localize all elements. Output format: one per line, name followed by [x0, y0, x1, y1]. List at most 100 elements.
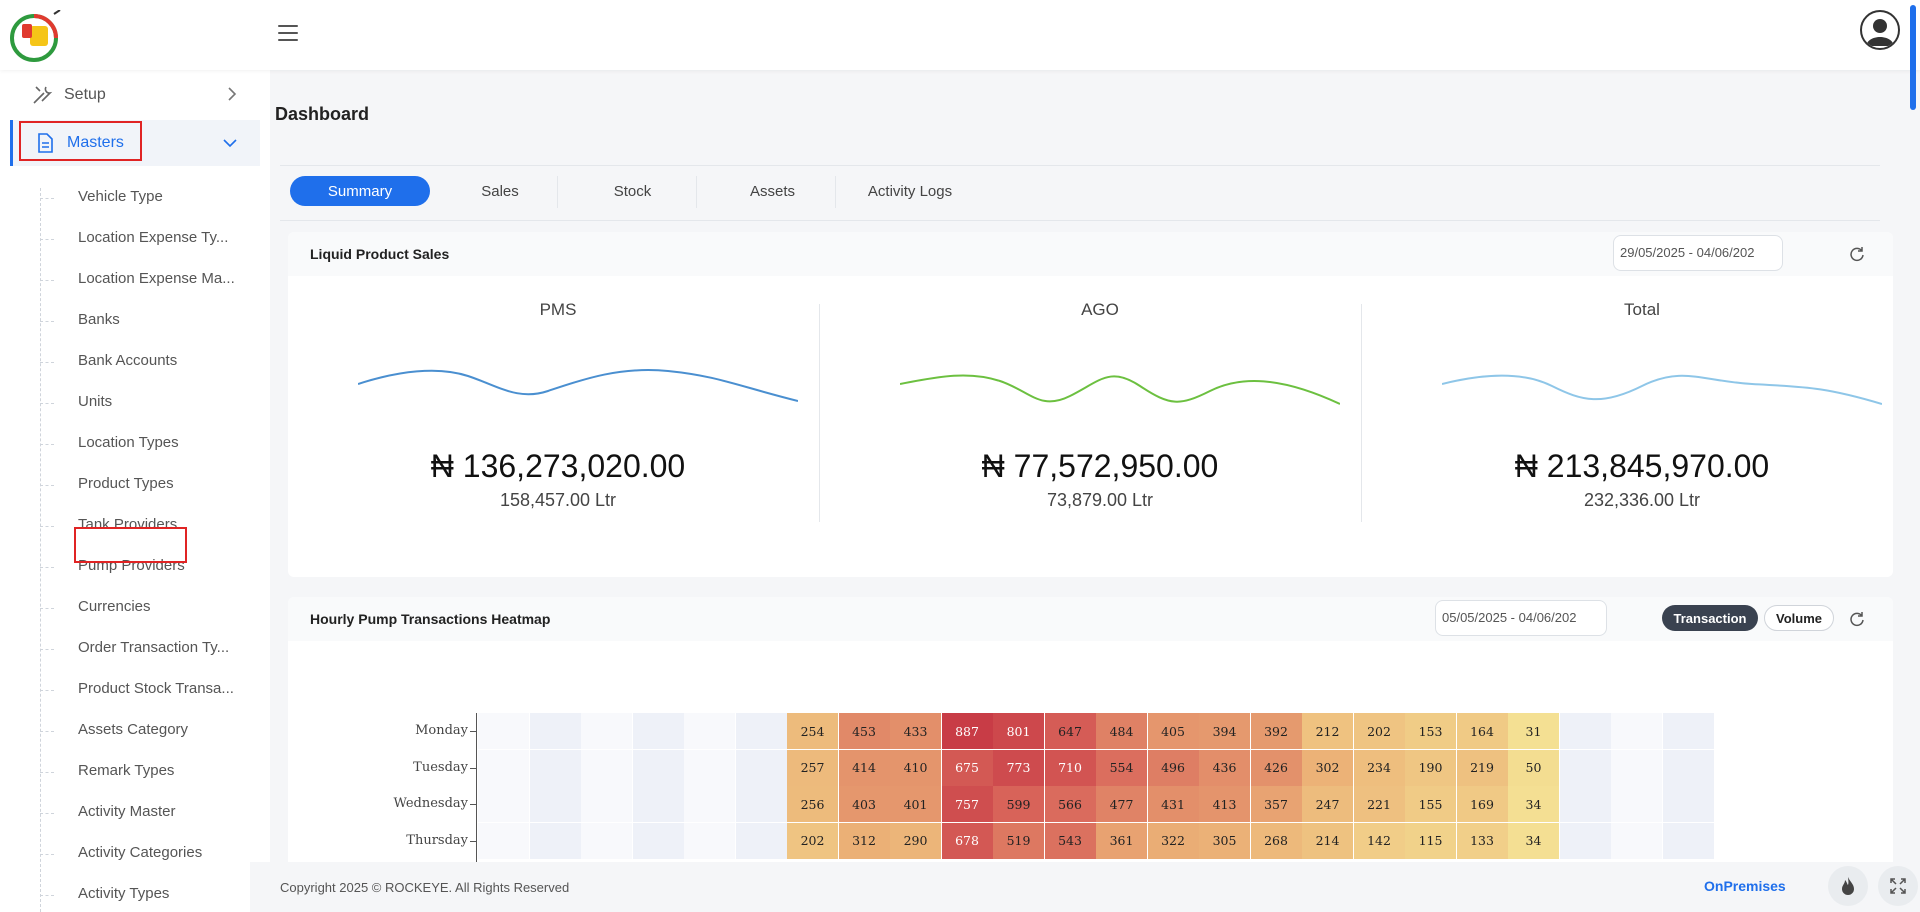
heatmap-cell: 257 — [787, 749, 838, 786]
heatmap-cell: 305 — [1199, 822, 1250, 859]
sidebar-subitem[interactable]: Location Expense Ty... — [78, 229, 229, 246]
sidebar-subitem[interactable]: Location Types — [78, 434, 179, 451]
metric-ago: AGO ₦ 77,572,950.00 73,879.00 Ltr — [830, 276, 1370, 516]
heatmap-cell: 133 — [1456, 822, 1508, 859]
hamburger-menu-icon[interactable] — [278, 25, 298, 41]
sidebar-item-setup[interactable]: Setup — [10, 72, 260, 118]
heatmap-cell: 302 — [1302, 749, 1353, 786]
page-scrollbar[interactable] — [1910, 5, 1916, 110]
heatmap-cell: 403 — [838, 786, 890, 822]
submenu-branch-line — [40, 854, 54, 855]
submenu-branch-line — [40, 690, 54, 691]
heatmap-cell — [1611, 749, 1662, 786]
heatmap-cell — [529, 713, 581, 749]
heatmap-cell: 773 — [993, 749, 1044, 786]
submenu-branch-line — [40, 649, 54, 650]
card-title: Hourly Pump Transactions Heatmap — [310, 611, 551, 627]
metric-amount: ₦ 77,572,950.00 — [981, 448, 1219, 484]
date-range-input[interactable]: 29/05/2025 - 04/06/202 — [1613, 235, 1783, 271]
sidebar-item-label: Setup — [64, 86, 106, 103]
tab-activity-logs[interactable]: Activity Logs — [867, 182, 953, 200]
app-logo[interactable] — [10, 10, 62, 62]
theme-button[interactable] — [1828, 866, 1868, 906]
sidebar-subitem[interactable]: Banks — [78, 311, 120, 328]
product-types-highlight-box — [74, 527, 187, 563]
heatmap-y-axis — [476, 713, 477, 873]
heatmap-cell: 212 — [1302, 713, 1353, 749]
heatmap-cell: 219 — [1456, 749, 1508, 786]
heatmap-cell: 164 — [1456, 713, 1508, 749]
heatmap-cell — [1611, 786, 1662, 822]
refresh-icon[interactable] — [1848, 245, 1866, 263]
heatmap-cell — [1611, 822, 1662, 859]
sidebar-subitem[interactable]: Product Stock Transa... — [78, 680, 234, 697]
sidebar-subitem[interactable]: Assets Category — [78, 721, 189, 738]
heatmap-cell — [632, 713, 684, 749]
metric-name: PMS — [539, 300, 577, 319]
sidebar-subitem[interactable]: Vehicle Type — [78, 188, 163, 205]
heatmap-cell: 312 — [838, 822, 890, 859]
heatmap-cell — [735, 822, 787, 859]
date-range-input[interactable]: 05/05/2025 - 04/06/202 — [1435, 600, 1607, 636]
document-icon — [38, 133, 53, 153]
heatmap-cell — [1662, 786, 1714, 822]
user-avatar[interactable] — [1860, 10, 1900, 50]
tab-assets[interactable]: Assets — [749, 182, 795, 200]
heatmap-cell: 394 — [1199, 713, 1250, 749]
heatmap-cell: 322 — [1147, 822, 1199, 859]
sidebar-subitem[interactable]: Order Transaction Ty... — [78, 639, 230, 656]
total-sparkline — [1442, 374, 1882, 405]
liquid-product-sales-card: Liquid Product Sales 29/05/2025 - 04/06/… — [288, 232, 1893, 577]
sidebar-subitem[interactable]: Units — [78, 393, 113, 410]
heatmap-cell — [735, 749, 787, 786]
heatmap-y-tick — [470, 767, 476, 769]
metric-volume: 232,336.00 Ltr — [1583, 490, 1701, 510]
submenu-branch-line — [40, 608, 54, 609]
metric-divider — [1361, 304, 1362, 522]
tab-stock[interactable]: Stock — [613, 182, 652, 200]
volume-toggle[interactable]: Volume — [1764, 605, 1834, 631]
dashboard-tabs: Summary Sales Stock Assets Activity Logs — [280, 165, 1880, 221]
card-header: Hourly Pump Transactions Heatmap 05/05/2… — [288, 597, 1893, 641]
heatmap-cell: 153 — [1405, 713, 1456, 749]
fullscreen-button[interactable] — [1878, 866, 1918, 906]
submenu-tree-line — [40, 188, 42, 912]
heatmap-cell: 357 — [1250, 786, 1302, 822]
main-content: Dashboard Summary Sales Stock Assets Act… — [270, 70, 1893, 912]
sidebar-subitem[interactable]: Activity Master — [78, 803, 176, 820]
sidebar-subitem[interactable]: Product Types — [78, 475, 174, 492]
sidebar-subitem[interactable]: Activity Types — [78, 885, 170, 902]
pms-sparkline — [358, 369, 798, 402]
heatmap-card: Hourly Pump Transactions Heatmap 05/05/2… — [288, 597, 1893, 912]
heatmap-cell — [581, 822, 632, 859]
heatmap-cell: 115 — [1405, 822, 1456, 859]
heatmap-cell: 599 — [993, 786, 1044, 822]
expand-icon — [1890, 878, 1906, 894]
sidebar: Setup Masters Vehicle Type Location Expen… — [0, 70, 270, 912]
heatmap-cell — [581, 786, 632, 822]
heatmap-cell — [529, 822, 581, 859]
submenu-branch-line — [40, 895, 54, 896]
sidebar-subitem[interactable]: Currencies — [78, 598, 151, 615]
heatmap-cell: 34 — [1508, 822, 1559, 859]
heatmap-cell — [529, 786, 581, 822]
sidebar-item-label: Masters — [67, 134, 124, 151]
masters-highlight-box — [19, 121, 142, 161]
heatmap-cell — [1559, 713, 1611, 749]
tab-summary[interactable]: Summary — [290, 176, 430, 206]
heatmap-cell: 214 — [1302, 822, 1353, 859]
transaction-toggle[interactable]: Transaction — [1662, 605, 1758, 631]
refresh-icon[interactable] — [1848, 610, 1866, 628]
heatmap-cell: 477 — [1096, 786, 1147, 822]
sidebar-item-masters[interactable]: Masters — [10, 120, 260, 166]
heatmap-cell: 290 — [890, 822, 941, 859]
sidebar-subitem[interactable]: Location Expense Ma... — [78, 270, 235, 287]
tab-sales[interactable]: Sales — [481, 182, 519, 200]
heatmap-cell: 155 — [1405, 786, 1456, 822]
heatmap-cell — [684, 786, 735, 822]
sidebar-subitem[interactable]: Activity Categories — [78, 844, 203, 861]
heatmap-cell — [735, 786, 787, 822]
sidebar-subitem[interactable]: Remark Types — [78, 762, 175, 779]
heatmap-cell — [1662, 822, 1714, 859]
sidebar-subitem[interactable]: Bank Accounts — [78, 352, 178, 369]
